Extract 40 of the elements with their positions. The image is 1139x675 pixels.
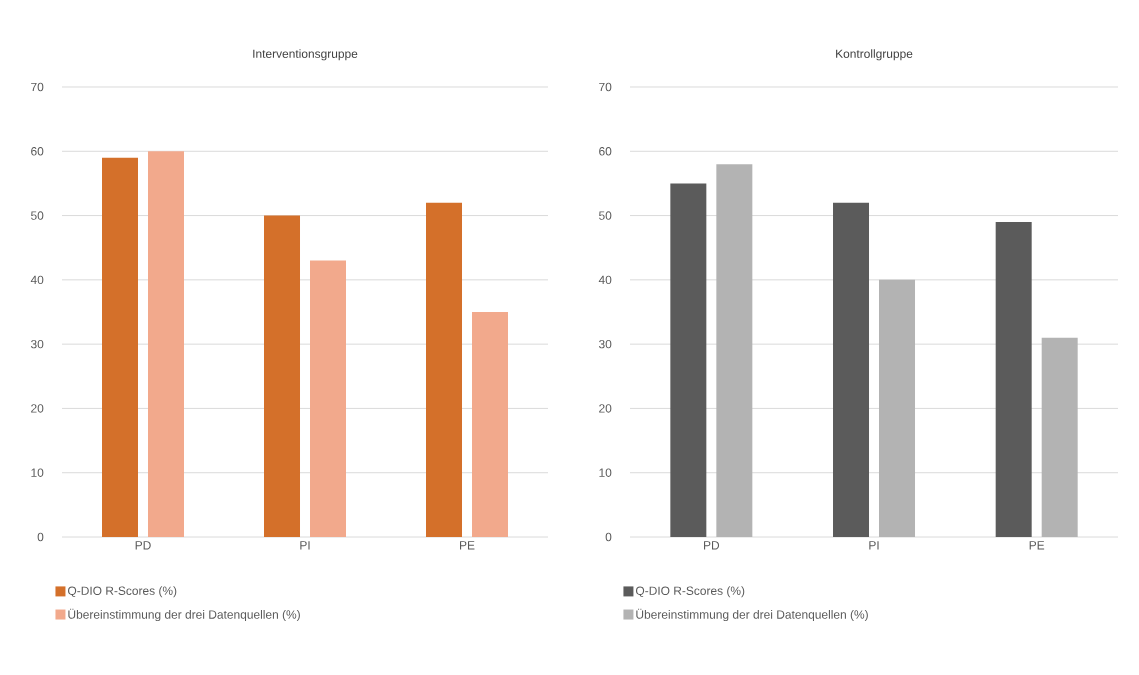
y-tick-label: 40 [598, 275, 612, 285]
bar [1041, 337, 1078, 537]
y-tick-label: 10 [599, 468, 612, 477]
x-tick-label: PE [1029, 541, 1045, 550]
bar [995, 222, 1032, 537]
bar [879, 279, 916, 537]
bar [102, 157, 138, 537]
chart-title: Kontrollgruppe [836, 49, 913, 61]
bar [670, 183, 707, 537]
y-tick-label: 0 [37, 532, 44, 542]
y-tick-label: 20 [599, 404, 612, 413]
bar [310, 260, 346, 537]
bar [264, 215, 300, 537]
bar [148, 151, 184, 537]
legend-label: Q-DIO R-Scores (%) [68, 586, 177, 598]
x-tick-label: PI [300, 541, 310, 550]
x-tick-label: PI [869, 541, 879, 550]
legend-label: Übereinstimmung der drei Datenquellen (%) [636, 608, 868, 622]
y-tick-label: 50 [599, 211, 612, 220]
bar [426, 202, 462, 537]
bar [833, 202, 870, 537]
y-tick-label: 60 [599, 147, 612, 156]
y-tick-label: 20 [31, 404, 44, 413]
x-tick-label: PD [704, 541, 720, 550]
y-tick-label: 70 [599, 82, 612, 92]
y-tick-label: 60 [31, 147, 44, 156]
y-tick-label: 50 [31, 211, 44, 220]
y-tick-label: 10 [31, 468, 44, 477]
bar [472, 312, 508, 537]
chart-title: Interventionsgruppe [253, 49, 358, 61]
x-tick-label: PD [135, 541, 151, 550]
y-tick-label: 70 [31, 82, 44, 92]
y-tick-label: 40 [30, 275, 44, 285]
y-tick-label: 0 [605, 532, 612, 542]
legend-label: Übereinstimmung der drei Datenquellen (%) [68, 608, 300, 622]
bar [716, 164, 753, 537]
y-tick-label: 30 [30, 339, 44, 349]
legend-label: Q-DIO R-Scores (%) [635, 586, 745, 598]
x-tick-label: PE [460, 541, 475, 550]
y-tick-label: 30 [598, 339, 612, 349]
